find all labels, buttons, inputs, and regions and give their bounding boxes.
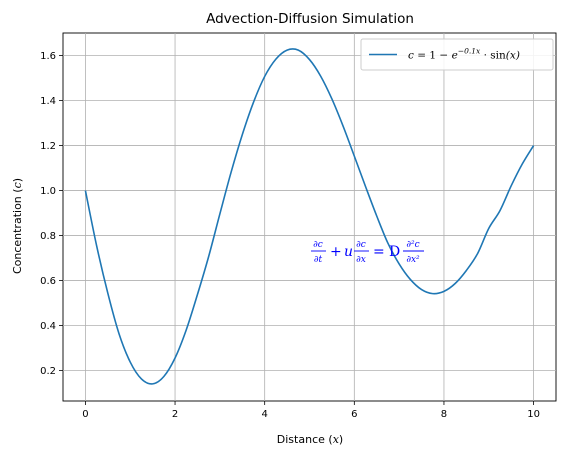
- x-axis-label-close: ): [339, 433, 343, 446]
- y-axis-label-open: (: [11, 188, 24, 192]
- legend-lhs: c: [408, 50, 414, 62]
- y-tick-label: 0.6: [40, 276, 56, 287]
- legend-box: [360, 38, 554, 71]
- plot-frame: [62, 32, 557, 402]
- legend-arg: (x): [506, 50, 520, 62]
- legend-one: 1: [429, 50, 436, 62]
- x-tick-label: 0: [82, 409, 88, 420]
- y-axis: 0.2 0.4 0.6 0.8 1.0 1.2 1.4 1.6: [40, 51, 63, 377]
- y-tick-label: 0.2: [40, 366, 56, 377]
- legend-label: c = 1 − e−0.1x · sin(x): [408, 45, 520, 62]
- eq-dt-den: ∂t: [314, 255, 323, 265]
- eq-dc-num: ∂c: [313, 240, 323, 250]
- eq-dx2-den: ∂x²: [406, 255, 420, 265]
- x-tick-label: 2: [172, 409, 178, 420]
- legend-eq: =: [417, 50, 426, 62]
- eq-d2c-num: ∂²c: [406, 240, 419, 250]
- x-tick-label: 10: [527, 409, 540, 420]
- eq-dc-num-2: ∂c: [356, 240, 366, 250]
- y-axis-label-close: ): [11, 178, 24, 182]
- chart-title: Advection-Diffusion Simulation: [206, 11, 414, 27]
- y-tick-label: 0.8: [40, 231, 56, 242]
- legend-sin: sin: [490, 50, 506, 62]
- y-tick-label: 0.4: [40, 321, 56, 332]
- equation-annotation: ∂c ∂t + u ∂c ∂x = D ∂²c ∂x²: [311, 240, 424, 265]
- eq-dx-den: ∂x: [356, 255, 366, 265]
- x-tick-label: 8: [441, 409, 447, 420]
- y-tick-label: 1.6: [40, 51, 56, 62]
- y-tick-label: 1.4: [40, 96, 56, 107]
- eq-u: u: [344, 244, 353, 260]
- x-axis: 0 2 4 6 8 10: [82, 401, 540, 420]
- y-axis-label-var: c: [11, 182, 24, 188]
- eq-D: D: [389, 244, 400, 260]
- legend: c = 1 − e−0.1x · sin(x): [360, 38, 554, 71]
- legend-minus: −: [439, 50, 448, 62]
- y-tick-label: 1.2: [40, 141, 56, 152]
- legend-e: e: [452, 50, 458, 62]
- y-axis-label-word: Concentration: [11, 196, 24, 274]
- series-line: [84, 48, 535, 385]
- series-layer: [84, 48, 535, 385]
- eq-equals: =: [373, 244, 385, 260]
- legend-exponent: −0.1x: [458, 47, 481, 56]
- grid: [63, 33, 556, 401]
- plot-area: [62, 32, 557, 402]
- x-tick-label: 4: [261, 409, 267, 420]
- x-axis-label: Distance (x): [277, 433, 343, 446]
- y-tick-label: 1.0: [40, 186, 56, 197]
- x-tick-label: 6: [351, 409, 357, 420]
- legend-dot: ·: [484, 50, 487, 62]
- x-axis-label-var: x: [333, 433, 340, 446]
- x-axis-label-word: Distance: [277, 433, 325, 446]
- eq-plus: +: [330, 244, 342, 260]
- x-axis-label-open: (: [328, 433, 332, 446]
- y-axis-label: Concentration (c): [11, 178, 24, 274]
